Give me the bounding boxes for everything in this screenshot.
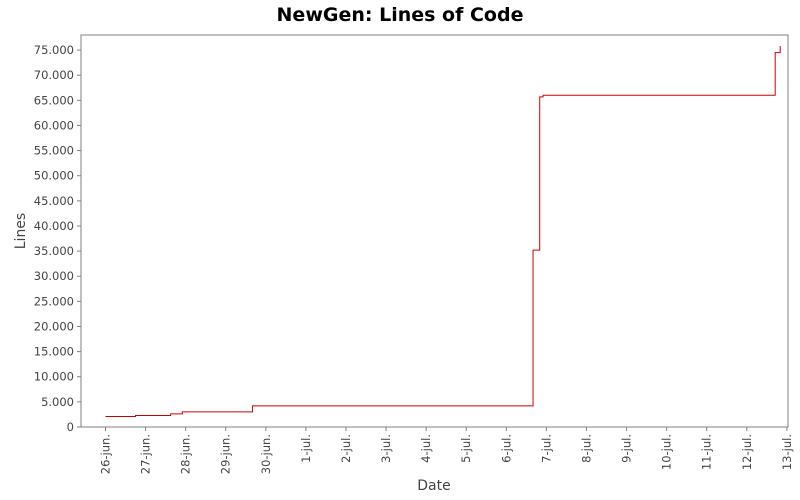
series-line bbox=[105, 46, 781, 417]
x-tick-label: 2-jul. bbox=[339, 434, 353, 463]
x-tick-label: 13-jul. bbox=[780, 434, 794, 470]
y-tick-label: 40.000 bbox=[34, 219, 74, 233]
x-tick-label: 30-jun. bbox=[259, 434, 273, 474]
x-tick-label: 5-jul. bbox=[459, 434, 473, 463]
y-tick-label: 20.000 bbox=[34, 319, 74, 333]
x-tick-label: 7-jul. bbox=[539, 434, 553, 463]
y-tick-label: 10.000 bbox=[34, 370, 74, 384]
y-tick-label: 25.000 bbox=[34, 294, 74, 308]
series-layer bbox=[105, 46, 781, 417]
y-tick-label: 75.000 bbox=[34, 43, 74, 57]
x-tick-label: 10-jul. bbox=[660, 434, 674, 470]
y-tick-label: 65.000 bbox=[34, 93, 74, 107]
y-tick-label: 35.000 bbox=[34, 244, 74, 258]
x-tick-label: 4-jul. bbox=[419, 434, 433, 463]
y-tick-label: 15.000 bbox=[34, 345, 74, 359]
y-tick-label: 55.000 bbox=[34, 144, 74, 158]
plot-area bbox=[80, 34, 789, 428]
x-tick-label: 11-jul. bbox=[700, 434, 714, 470]
y-tick-label: 0 bbox=[67, 420, 74, 434]
y-tick-label: 70.000 bbox=[34, 68, 74, 82]
x-axis-label: Date bbox=[417, 478, 450, 494]
x-tick-label: 3-jul. bbox=[379, 434, 393, 463]
x-tick-label: 28-jun. bbox=[179, 434, 193, 474]
x-tick-label: 29-jun. bbox=[219, 434, 233, 474]
y-tick-label: 30.000 bbox=[34, 269, 74, 283]
x-tick-label: 6-jul. bbox=[499, 434, 513, 463]
y-tick-label: 50.000 bbox=[34, 169, 74, 183]
x-tick-label: 1-jul. bbox=[299, 434, 313, 463]
x-tick-label: 8-jul. bbox=[579, 434, 593, 463]
x-axis: 26-jun. 27-jun. 28-jun. 29-jun. 30-jun. 1-jul… bbox=[98, 427, 794, 474]
x-tick-label: 9-jul. bbox=[620, 434, 634, 463]
y-tick-label: 5.000 bbox=[41, 395, 74, 409]
y-tick-label: 60.000 bbox=[34, 118, 74, 132]
y-tick-label: 45.000 bbox=[34, 194, 74, 208]
x-tick-label: 12-jul. bbox=[740, 434, 754, 470]
y-axis: 0 5.000 10.000 15.000 20.000 25.000 30.000 35.0… bbox=[34, 43, 81, 434]
x-tick-label: 26-jun. bbox=[98, 434, 112, 474]
chart-title: NewGen: Lines of Code bbox=[277, 4, 524, 26]
x-tick-label: 27-jun. bbox=[139, 434, 153, 474]
y-axis-label: Lines bbox=[13, 213, 29, 249]
